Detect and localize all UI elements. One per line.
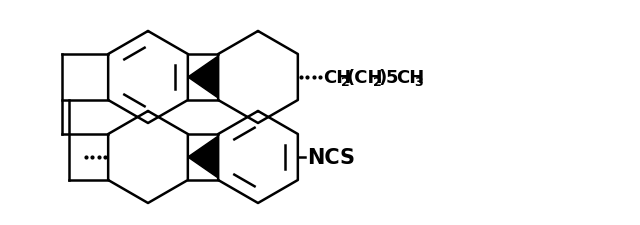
Text: (CH: (CH <box>347 69 383 87</box>
Text: NCS: NCS <box>307 147 355 167</box>
Text: 5: 5 <box>386 69 398 87</box>
Text: CH: CH <box>396 69 424 87</box>
Text: 2: 2 <box>373 75 381 88</box>
Text: 3: 3 <box>414 75 422 88</box>
Text: CH: CH <box>323 69 351 87</box>
Polygon shape <box>188 57 218 99</box>
Polygon shape <box>188 136 218 178</box>
Text: 2: 2 <box>341 75 349 88</box>
Text: ): ) <box>379 69 387 87</box>
